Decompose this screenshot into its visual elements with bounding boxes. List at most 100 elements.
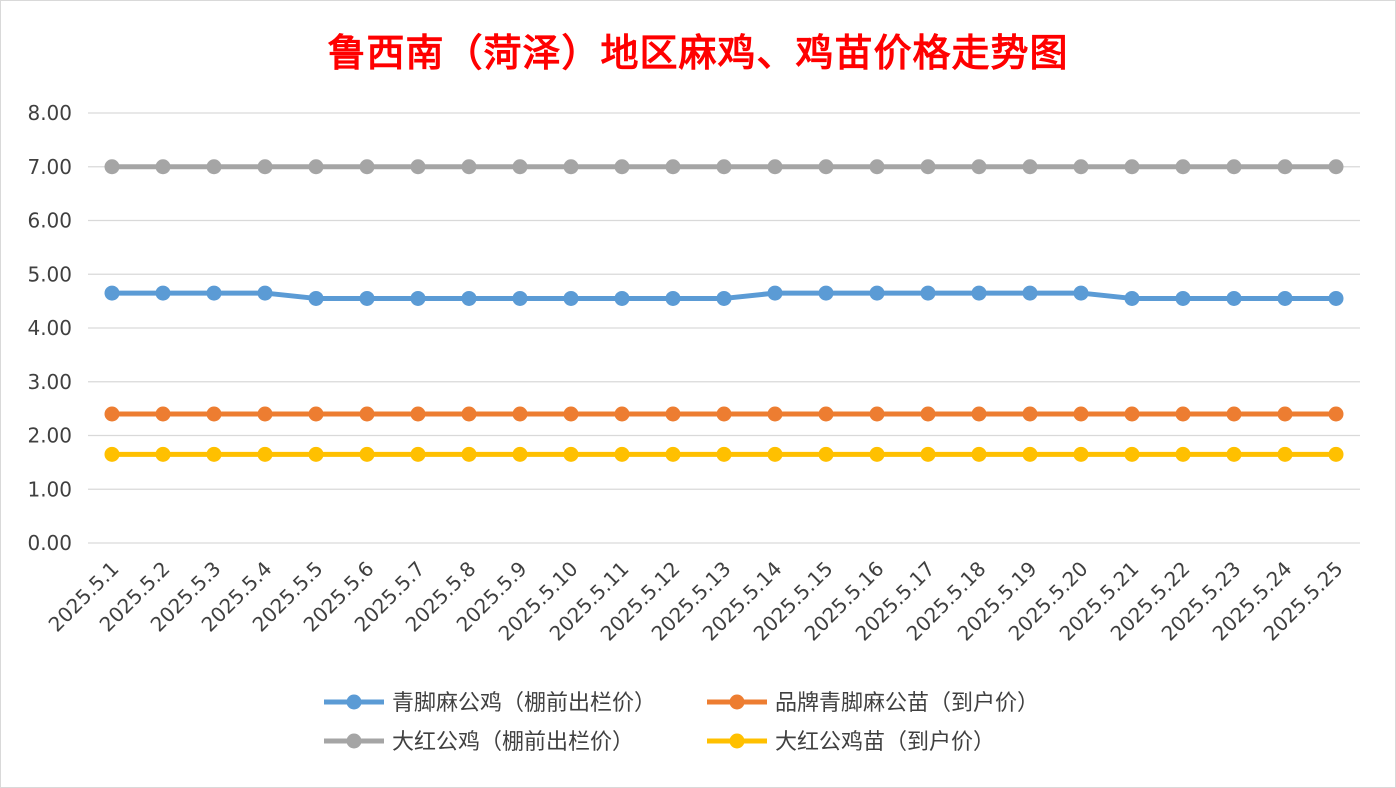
y-tick-label: 6.00 bbox=[27, 209, 72, 233]
legend-marker bbox=[346, 694, 362, 710]
data-point bbox=[1175, 406, 1191, 422]
data-point bbox=[1022, 285, 1038, 301]
data-point bbox=[104, 406, 120, 422]
data-point bbox=[512, 446, 528, 462]
data-point bbox=[1124, 406, 1140, 422]
data-point bbox=[308, 290, 324, 306]
data-point bbox=[767, 159, 783, 175]
data-point bbox=[665, 446, 681, 462]
data-point bbox=[716, 290, 732, 306]
data-point bbox=[512, 406, 528, 422]
data-point bbox=[563, 406, 579, 422]
y-tick-label: 8.00 bbox=[27, 101, 72, 125]
series-1 bbox=[104, 406, 1344, 422]
data-point bbox=[716, 446, 732, 462]
y-tick-label: 2.00 bbox=[27, 424, 72, 448]
data-point bbox=[206, 406, 222, 422]
data-point bbox=[104, 285, 120, 301]
data-point bbox=[818, 159, 834, 175]
data-point bbox=[206, 285, 222, 301]
data-point bbox=[614, 159, 630, 175]
data-point bbox=[818, 285, 834, 301]
legend-marker bbox=[729, 694, 745, 710]
data-point bbox=[1022, 446, 1038, 462]
data-point bbox=[1175, 290, 1191, 306]
data-point bbox=[971, 406, 987, 422]
data-point bbox=[1073, 446, 1089, 462]
data-point bbox=[563, 446, 579, 462]
legend-item: 大红公鸡（棚前出栏价） bbox=[324, 730, 634, 755]
data-point bbox=[971, 159, 987, 175]
data-point bbox=[818, 446, 834, 462]
data-point bbox=[1175, 446, 1191, 462]
data-point bbox=[359, 406, 375, 422]
data-point bbox=[1226, 446, 1242, 462]
data-point bbox=[206, 446, 222, 462]
data-point bbox=[512, 290, 528, 306]
data-point bbox=[359, 159, 375, 175]
data-point bbox=[461, 159, 477, 175]
data-point bbox=[767, 446, 783, 462]
data-point bbox=[410, 406, 426, 422]
data-point bbox=[920, 446, 936, 462]
data-point bbox=[155, 285, 171, 301]
data-point bbox=[920, 285, 936, 301]
y-tick-label: 5.00 bbox=[27, 262, 72, 286]
data-point bbox=[1073, 285, 1089, 301]
data-point bbox=[206, 159, 222, 175]
data-point bbox=[971, 285, 987, 301]
data-point bbox=[1328, 446, 1344, 462]
y-tick-label: 0.00 bbox=[27, 531, 72, 555]
legend-label: 大红公鸡（棚前出栏价） bbox=[392, 730, 634, 755]
y-tick-label: 4.00 bbox=[27, 316, 72, 340]
data-point bbox=[155, 406, 171, 422]
data-point bbox=[1277, 290, 1293, 306]
series-2 bbox=[104, 159, 1344, 175]
legend-item: 大红公鸡苗（到户价） bbox=[707, 730, 995, 755]
data-point bbox=[359, 446, 375, 462]
data-point bbox=[461, 290, 477, 306]
data-point bbox=[767, 285, 783, 301]
data-point bbox=[308, 446, 324, 462]
data-point bbox=[971, 446, 987, 462]
data-point bbox=[563, 159, 579, 175]
data-point bbox=[716, 159, 732, 175]
data-point bbox=[359, 290, 375, 306]
data-point bbox=[1226, 290, 1242, 306]
data-point bbox=[767, 406, 783, 422]
y-tick-label: 1.00 bbox=[27, 477, 72, 501]
data-point bbox=[1073, 406, 1089, 422]
data-point bbox=[1022, 406, 1038, 422]
data-point bbox=[1073, 159, 1089, 175]
data-point bbox=[614, 406, 630, 422]
data-point bbox=[1328, 290, 1344, 306]
series-3 bbox=[104, 446, 1344, 462]
data-point bbox=[1328, 406, 1344, 422]
legend-label: 品牌青脚麻公苗（到户价） bbox=[775, 691, 1039, 716]
data-point bbox=[818, 406, 834, 422]
data-point bbox=[869, 159, 885, 175]
data-point bbox=[869, 446, 885, 462]
data-point bbox=[512, 159, 528, 175]
series-0 bbox=[104, 285, 1344, 306]
data-point bbox=[614, 446, 630, 462]
data-point bbox=[410, 159, 426, 175]
y-tick-label: 3.00 bbox=[27, 370, 72, 394]
data-point bbox=[257, 285, 273, 301]
data-point bbox=[1124, 446, 1140, 462]
data-point bbox=[257, 406, 273, 422]
data-point bbox=[410, 290, 426, 306]
data-point bbox=[410, 446, 426, 462]
data-point bbox=[1277, 406, 1293, 422]
data-point bbox=[1328, 159, 1344, 175]
data-point bbox=[155, 159, 171, 175]
data-point bbox=[1277, 446, 1293, 462]
legend-label: 大红公鸡苗（到户价） bbox=[775, 730, 995, 755]
data-point bbox=[1175, 159, 1191, 175]
data-point bbox=[308, 159, 324, 175]
data-point bbox=[461, 446, 477, 462]
legend-marker bbox=[729, 733, 745, 749]
data-point bbox=[104, 446, 120, 462]
